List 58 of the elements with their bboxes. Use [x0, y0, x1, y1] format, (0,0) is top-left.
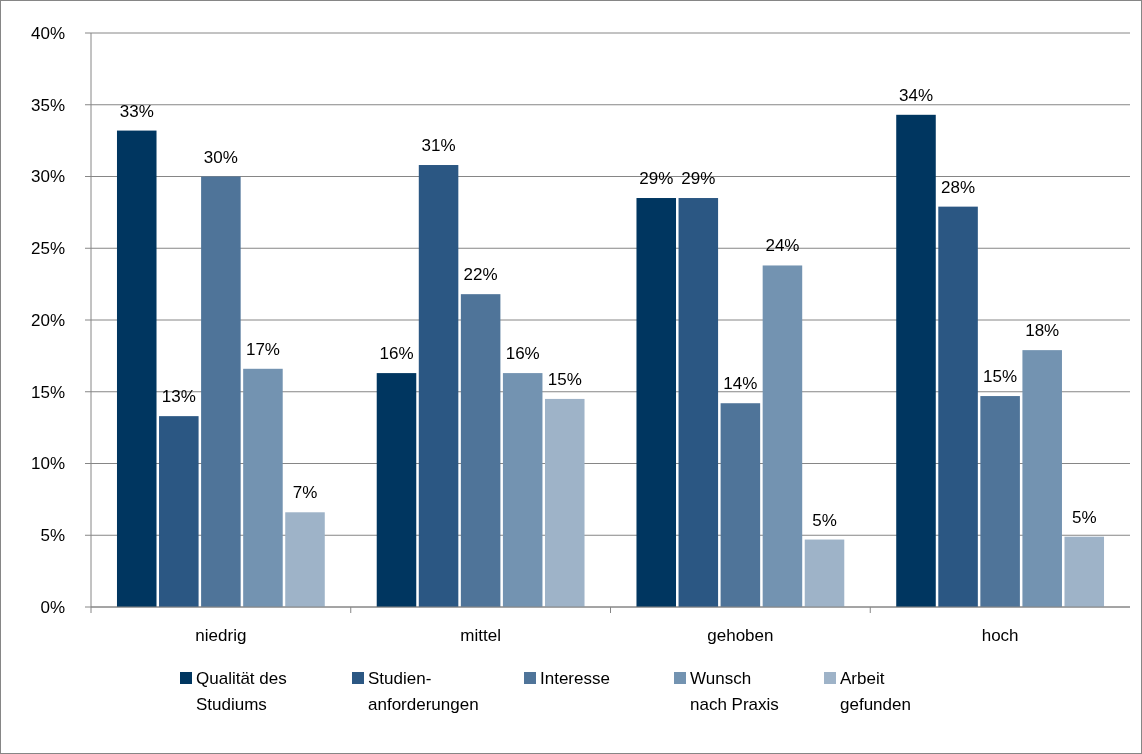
y-tick-label: 30% — [30, 167, 65, 187]
data-label: 29% — [639, 169, 674, 189]
legend-label: Wunsch nach Praxis — [690, 669, 779, 714]
bar — [938, 206, 978, 607]
data-label: 24% — [765, 236, 800, 256]
bar — [460, 294, 501, 607]
y-tick-label: 25% — [30, 239, 65, 259]
x-tick-label: niedrig — [195, 626, 247, 645]
data-label: 5% — [812, 510, 837, 530]
legend-label: Studien- anforderungen — [368, 669, 479, 714]
data-label: 5% — [1071, 507, 1097, 527]
data-label: 15% — [547, 369, 582, 389]
bar — [1064, 536, 1105, 607]
y-tick-label: 10% — [30, 454, 65, 474]
data-label: 16% — [379, 344, 414, 364]
bar — [285, 512, 325, 607]
data-label: 29% — [681, 169, 716, 189]
legend-label: Qualität des Studiums — [196, 669, 287, 714]
data-label: 15% — [983, 367, 1018, 387]
bar — [159, 416, 199, 607]
data-label: 13% — [161, 387, 196, 407]
bar — [243, 368, 283, 607]
bar — [804, 539, 845, 607]
bar — [502, 373, 543, 607]
legend-label: Arbeit gefunden — [840, 669, 911, 714]
data-label: 33% — [119, 101, 154, 121]
x-tick-label: gehoben — [707, 626, 774, 645]
data-label: 22% — [463, 265, 498, 285]
y-tick-label: 0% — [40, 597, 65, 617]
bar — [116, 130, 157, 607]
y-tick-label: 35% — [30, 95, 65, 115]
bar — [980, 396, 1020, 607]
y-tick-label: 15% — [30, 382, 65, 402]
data-label: 17% — [245, 339, 280, 359]
legend-label: Interesse — [540, 669, 610, 688]
data-label: 31% — [421, 136, 456, 156]
bar — [762, 265, 803, 607]
data-label: 34% — [898, 85, 934, 105]
bar — [636, 198, 677, 607]
data-label: 30% — [203, 147, 238, 167]
bar — [201, 176, 241, 607]
bar — [720, 403, 761, 607]
bar — [1022, 350, 1062, 607]
data-label: 18% — [1025, 321, 1060, 341]
bar — [544, 398, 585, 607]
y-tick-label: 40% — [30, 23, 65, 43]
data-label: 14% — [723, 374, 758, 394]
data-label: 28% — [941, 177, 976, 197]
bar — [896, 114, 936, 607]
y-tick-label: 5% — [40, 526, 65, 546]
bar — [418, 165, 459, 607]
x-tick-label: hoch — [981, 626, 1019, 645]
x-tick-label: mittel — [460, 626, 501, 645]
bar — [376, 373, 417, 607]
y-tick-label: 20% — [30, 310, 65, 330]
data-label: 7% — [292, 483, 318, 503]
data-label: 16% — [505, 344, 540, 364]
bar — [678, 198, 719, 607]
